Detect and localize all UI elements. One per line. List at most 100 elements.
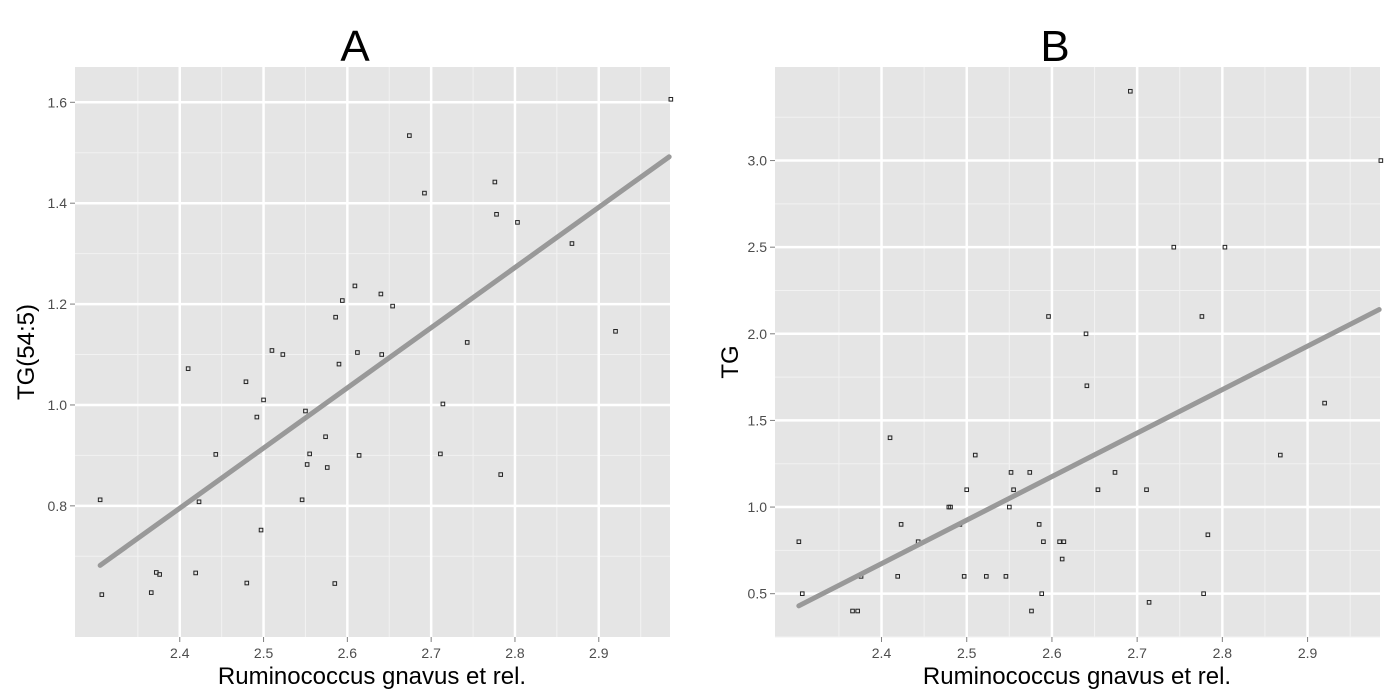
y-axis-label: TG(54:5)	[13, 304, 40, 400]
x-tick-label: 2.8	[1213, 645, 1233, 661]
data-point	[494, 211, 499, 217]
data-point	[1095, 487, 1101, 493]
data-point	[569, 241, 575, 246]
data-point	[984, 574, 989, 579]
data-point	[850, 608, 855, 614]
data-point	[307, 451, 312, 457]
data-point	[1041, 539, 1046, 545]
y-tick-label: 0.5	[748, 586, 768, 602]
x-tick-label: 2.7	[1127, 645, 1147, 661]
data-point	[379, 352, 385, 357]
data-point	[254, 414, 260, 420]
data-point	[1046, 314, 1051, 319]
panel-title: B	[1040, 22, 1069, 71]
data-point	[1205, 532, 1211, 538]
data-point	[333, 314, 338, 320]
data-point	[157, 572, 162, 577]
data-point	[1039, 591, 1045, 596]
y-tick-label: 3.0	[748, 153, 768, 169]
data-point	[613, 329, 618, 334]
data-point	[332, 581, 338, 586]
y-tick-label: 2.5	[748, 239, 768, 255]
data-point	[1322, 400, 1327, 406]
data-point	[340, 298, 345, 303]
data-points	[796, 88, 1384, 614]
ticks: 2.4 2.5 2.6 2.7 2.8 2.9 0.8 1.0 1.2 1.4 1.6	[48, 94, 609, 661]
data-point	[304, 462, 310, 467]
x-axis-label: Ruminococcus gnavus et rel.	[923, 663, 1231, 690]
data-point	[1146, 600, 1152, 605]
y-tick-label: 1.5	[748, 412, 768, 428]
data-point	[887, 435, 893, 441]
x-tick-label: 2.6	[1042, 645, 1062, 661]
data-point	[261, 397, 266, 403]
data-point	[1027, 470, 1033, 475]
data-point	[855, 608, 860, 614]
data-point	[1201, 591, 1206, 596]
data-point	[258, 527, 264, 533]
plot-background	[75, 67, 670, 637]
y-tick-label: 1.0	[748, 499, 768, 515]
data-point	[243, 379, 249, 385]
plot-background	[775, 67, 1380, 637]
data-point	[1378, 158, 1384, 163]
data-point	[1112, 470, 1118, 475]
data-point	[796, 539, 802, 545]
x-tick-label: 2.9	[1298, 645, 1318, 661]
data-point	[1007, 504, 1012, 510]
data-point	[324, 465, 330, 470]
data-point	[148, 590, 154, 595]
y-tick-label: 2.0	[748, 326, 768, 342]
data-point	[196, 499, 202, 505]
grid	[75, 67, 670, 637]
y-tick-label: 1.0	[48, 397, 68, 413]
data-point	[898, 522, 904, 527]
y-tick-label: 1.6	[48, 94, 68, 110]
x-tick-label: 2.4	[170, 645, 190, 661]
data-point	[440, 401, 446, 407]
data-point	[1199, 314, 1205, 319]
data-point	[1011, 487, 1016, 493]
data-point	[244, 580, 250, 586]
data-point	[1061, 539, 1067, 545]
data-point	[97, 497, 103, 503]
data-point	[1059, 556, 1065, 562]
x-axis-label: Ruminococcus gnavus et rel.	[218, 663, 526, 690]
data-point	[1029, 608, 1034, 614]
data-point	[1222, 244, 1228, 250]
data-point	[193, 570, 198, 576]
regression-line	[796, 307, 1382, 609]
x-tick-label: 2.8	[505, 645, 525, 661]
data-point	[1036, 522, 1042, 527]
data-point	[99, 592, 105, 597]
data-points	[97, 96, 674, 597]
data-point	[1144, 487, 1149, 493]
x-tick-label: 2.6	[338, 645, 358, 661]
data-point	[492, 179, 498, 185]
panel-title: A	[340, 22, 370, 71]
x-tick-label: 2.7	[421, 645, 441, 661]
data-point	[964, 487, 970, 493]
data-point	[1128, 88, 1133, 94]
panel-b: 2.4 2.5 2.6 2.7 2.8 2.9 0.5 1.0 1.5 2.0 2.5 3.0 B R…	[717, 22, 1384, 690]
data-point	[1003, 574, 1009, 579]
y-tick-label: 0.8	[48, 498, 68, 514]
data-point	[213, 452, 219, 457]
data-point	[185, 366, 191, 371]
data-point	[895, 574, 901, 579]
data-point	[668, 96, 674, 102]
panel-a: 2.4 2.5 2.6 2.7 2.8 2.9 0.8 1.0 1.2 1.4 1.6 A Rumi…	[13, 22, 674, 690]
data-point	[498, 472, 504, 477]
data-point	[1057, 539, 1062, 545]
data-point	[390, 303, 395, 309]
data-point	[336, 361, 342, 367]
x-tick-label: 2.5	[254, 645, 274, 661]
data-point	[269, 348, 275, 353]
data-point	[464, 340, 470, 345]
y-tick-label: 1.2	[48, 296, 68, 312]
regression-line	[97, 154, 672, 568]
data-point	[422, 190, 427, 196]
data-point	[356, 453, 362, 458]
data-point	[1084, 383, 1090, 389]
